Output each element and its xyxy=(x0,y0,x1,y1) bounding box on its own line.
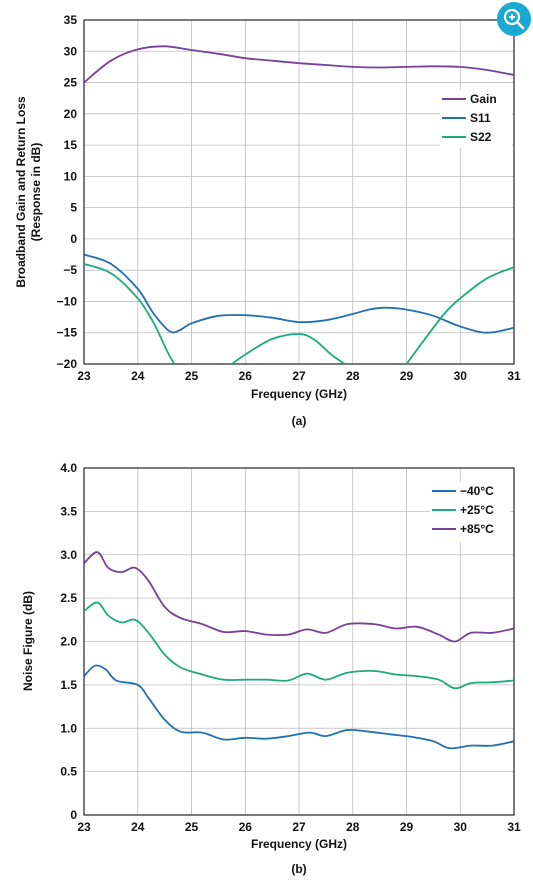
series-line-gain xyxy=(84,45,514,84)
chart-b-caption: (b) xyxy=(291,862,306,876)
y-tick-label: 10 xyxy=(64,169,78,183)
zoom-in-icon xyxy=(503,8,525,30)
y-tick-label: −15 xyxy=(57,326,78,340)
x-tick-label: 26 xyxy=(239,369,253,383)
series-line-minus40 xyxy=(84,664,514,750)
chart-b-legend: −40°C +25°C +85°C xyxy=(430,482,510,542)
y-tick-label: 1.0 xyxy=(60,721,77,735)
x-tick-label: 27 xyxy=(292,369,306,383)
chart-b-plot-frame xyxy=(83,467,515,816)
series-line-s11 xyxy=(84,253,514,334)
chart-b-x-ticks: 23 24 25 26 27 28 29 30 31 xyxy=(77,820,521,834)
y-tick-label: 3.5 xyxy=(60,504,77,518)
chart-a-plot-frame xyxy=(83,19,515,365)
chart-b-y-ticks: 4.0 3.5 3.0 2.5 2.0 1.5 1.0 0.5 0 xyxy=(60,461,77,822)
x-tick-label: 28 xyxy=(346,369,360,383)
chart-a-y-axis-label: Broadband Gain and Return Loss xyxy=(14,96,28,288)
x-tick-label: 23 xyxy=(77,820,91,834)
y-tick-label: 0.5 xyxy=(60,765,77,779)
x-tick-label: 29 xyxy=(400,369,414,383)
chart-a-legend: Gain S11 S22 xyxy=(440,90,512,148)
series-line-s22 xyxy=(84,263,514,364)
zoom-button[interactable] xyxy=(497,2,531,36)
legend-label-minus40: −40°C xyxy=(460,484,494,498)
series-line-plus85 xyxy=(84,551,514,643)
x-tick-label: 31 xyxy=(507,820,521,834)
y-tick-label: 4.0 xyxy=(60,461,77,475)
y-tick-label: 20 xyxy=(64,107,78,121)
x-tick-label: 30 xyxy=(454,820,468,834)
x-tick-label: 25 xyxy=(185,369,199,383)
chart-a-y-ticks: 35 30 25 20 15 10 5 0 −5 −10 −15 −20 xyxy=(57,13,78,371)
x-tick-label: 31 xyxy=(507,369,521,383)
chart-b: 4.0 3.5 3.0 2.5 2.0 1.5 1.0 0.5 0 23 24 25 26 27 28 29… xyxy=(21,461,521,876)
y-tick-label: 1.5 xyxy=(60,678,77,692)
legend-label-s22: S22 xyxy=(470,130,492,144)
y-tick-label: 2.0 xyxy=(60,635,77,649)
legend-label-s11: S11 xyxy=(470,111,491,125)
legend-label-plus25: +25°C xyxy=(460,503,494,517)
y-tick-label: 0 xyxy=(70,808,77,822)
legend-label-gain: Gain xyxy=(470,92,497,106)
x-tick-label: 30 xyxy=(454,369,468,383)
y-tick-label: 15 xyxy=(64,138,78,152)
y-tick-label: 3.0 xyxy=(60,548,77,562)
chart-b-series xyxy=(84,551,514,750)
chart-a-series xyxy=(84,45,514,364)
y-tick-label: 2.5 xyxy=(60,591,77,605)
x-tick-label: 25 xyxy=(185,820,199,834)
y-tick-label: −10 xyxy=(57,294,78,308)
y-tick-label: −20 xyxy=(57,357,78,371)
y-tick-label: 30 xyxy=(64,44,78,58)
chart-a-caption: (a) xyxy=(292,414,307,428)
x-tick-label: 29 xyxy=(400,820,414,834)
y-tick-label: 35 xyxy=(64,13,78,27)
chart-a-y-axis-label-units: (Response in dB) xyxy=(29,143,43,242)
legend-label-plus85: +85°C xyxy=(460,522,494,536)
chart-a-x-ticks: 23 24 25 26 27 28 29 30 31 xyxy=(77,369,521,383)
chart-a: 35 30 25 20 15 10 5 0 −5 −10 −15 −20 23 24 25 26 27 28 29… xyxy=(14,13,521,428)
y-tick-label: 25 xyxy=(64,76,78,90)
y-tick-label: 0 xyxy=(70,232,77,246)
x-tick-label: 23 xyxy=(77,369,91,383)
x-tick-label: 27 xyxy=(292,820,306,834)
series-line-plus25 xyxy=(84,601,514,690)
chart-b-x-axis-label: Frequency (GHz) xyxy=(251,837,347,851)
x-tick-label: 24 xyxy=(131,820,145,834)
x-tick-label: 24 xyxy=(131,369,145,383)
chart-b-y-axis-label: Noise Figure (dB) xyxy=(21,591,35,691)
y-tick-label: 5 xyxy=(70,201,77,215)
x-tick-label: 26 xyxy=(239,820,253,834)
x-tick-label: 28 xyxy=(346,820,360,834)
y-tick-label: −5 xyxy=(63,263,77,277)
chart-a-x-axis-label: Frequency (GHz) xyxy=(251,387,347,401)
